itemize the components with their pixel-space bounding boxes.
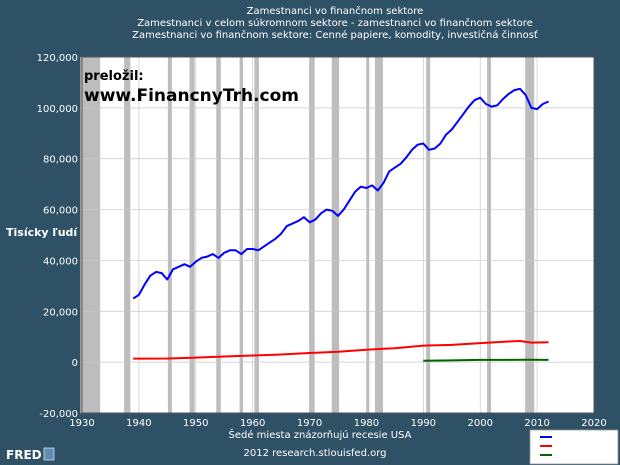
recession-band — [254, 57, 259, 413]
y-tick-label: 100,000 — [37, 104, 78, 115]
recession-band — [366, 57, 370, 413]
recession-band — [216, 57, 221, 413]
y-tick-label: 20,000 — [43, 307, 78, 318]
y-tick-label: 40,000 — [43, 256, 78, 267]
legend — [529, 429, 619, 465]
y-tick-label: 120,000 — [37, 53, 78, 64]
recession-band — [124, 57, 131, 413]
y-tick-label: -20,000 — [39, 409, 78, 420]
x-tick-label: 2000 — [467, 418, 492, 429]
x-tick-label: 1930 — [69, 418, 94, 429]
series-line-3 — [423, 358, 549, 362]
y-axis-label: Tisícky ľudí — [6, 226, 78, 239]
x-tick-label: 1960 — [240, 418, 265, 429]
recession-band — [167, 57, 172, 413]
recession-band — [189, 57, 195, 413]
source-label: 2012 research.stlouisfed.org — [243, 448, 386, 459]
translator-label: preložil: — [84, 69, 144, 84]
recession-band — [80, 57, 101, 413]
chart-title-line-1: Zamestnanci vo finančnom sektore — [247, 5, 424, 17]
series-lines — [132, 87, 549, 362]
recession-footnote: Šedé miesta znázorňujú recesie USA — [229, 428, 412, 441]
y-tick-label: 0 — [72, 358, 78, 369]
x-tick-label: 1980 — [354, 418, 379, 429]
x-tick-label: 2020 — [581, 418, 606, 429]
x-tick-labels: 1930 1940 1950 1960 1970 1980 1990 2000 2010 2020 — [69, 418, 606, 429]
x-tick-label: 1990 — [411, 418, 436, 429]
recession-band — [525, 57, 535, 413]
chart-title-line-3: Zamestnanci vo finančnom sektore: Cenné … — [132, 29, 538, 41]
website-label: www.FinancnyTrh.com — [84, 86, 299, 106]
recession-band — [487, 57, 492, 413]
series-line-2 — [133, 340, 549, 360]
x-tick-label: 2010 — [524, 418, 549, 429]
plot-border — [81, 56, 595, 414]
chart-title-line-2: Zamestnanci v celom súkromnom sektore - … — [137, 17, 533, 29]
recession-band — [374, 57, 383, 413]
recession-shading — [80, 57, 535, 413]
recession-band — [239, 57, 243, 413]
fred-logo-text: FRED — [6, 448, 42, 462]
y-tick-label: 80,000 — [43, 155, 78, 166]
x-tick-label: 1970 — [297, 418, 322, 429]
series-line-1 — [132, 87, 549, 300]
recession-band — [331, 57, 340, 413]
recession-band — [308, 57, 315, 413]
x-tick-label: 1940 — [126, 418, 151, 429]
y-tick-labels: -20,000 0 20,000 40,000 60,000 80,000 100,000 1… — [37, 53, 78, 420]
fred-logo: FRED — [6, 447, 55, 462]
fred-logo-icon — [43, 447, 55, 461]
y-tick-label: 60,000 — [43, 206, 78, 217]
x-tick-label: 1950 — [183, 418, 208, 429]
recession-band — [426, 57, 431, 413]
